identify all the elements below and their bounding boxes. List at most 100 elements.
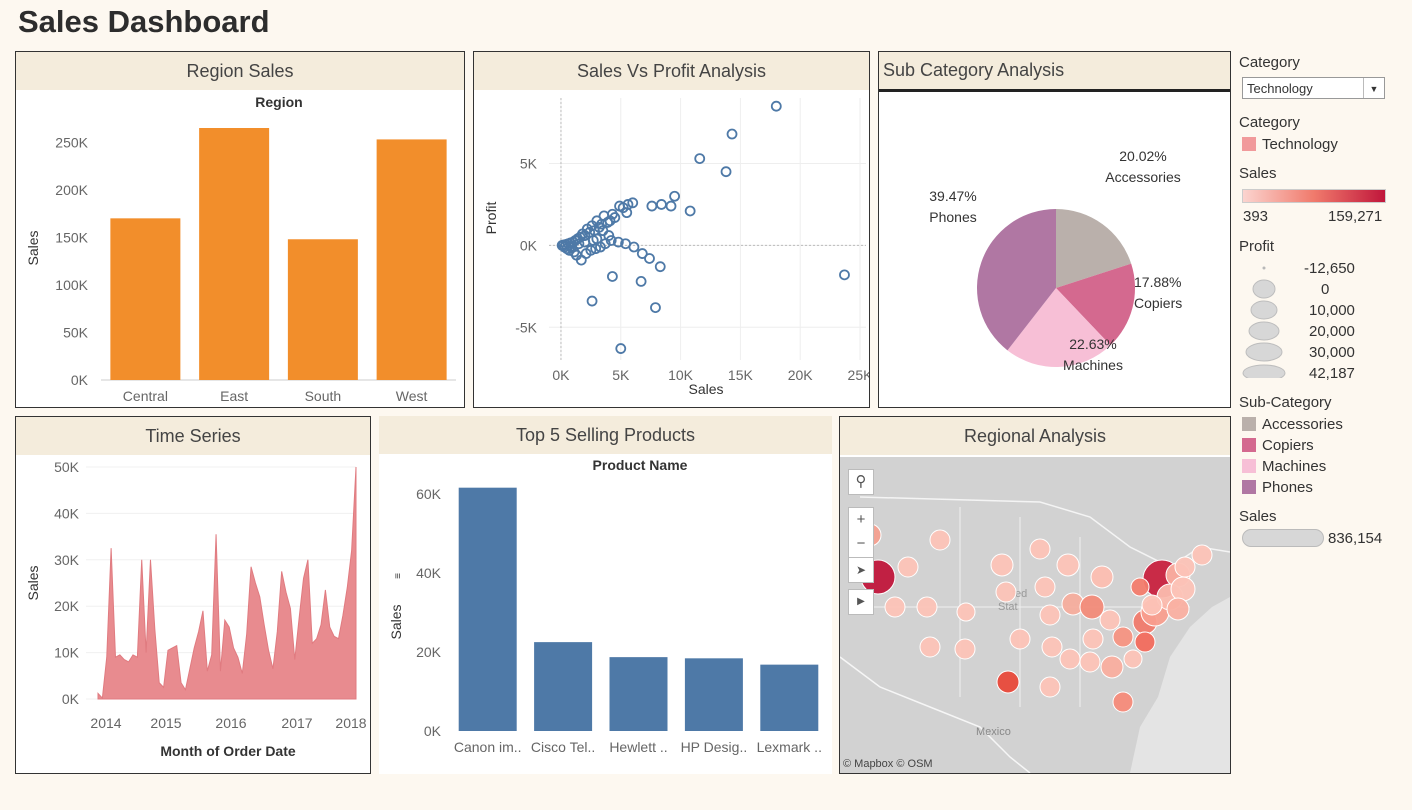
sales-vs-profit-chart[interactable]: 0K 5K 10K 15K 20K 25K -5K 0K 5K Sales Profit — [474, 90, 869, 407]
sub-category-title: Sub Category Analysis — [879, 52, 1230, 92]
accessories-swatch — [1242, 417, 1256, 431]
scatter-point — [628, 241, 640, 253]
map-zoom-out-icon[interactable]: − — [848, 532, 874, 558]
y-tick-label: 0K — [62, 691, 80, 707]
map-marker — [1170, 576, 1196, 602]
scatter-point — [669, 190, 681, 202]
map-marker — [919, 636, 941, 658]
time-series-title: Time Series — [16, 417, 370, 455]
phones-legend-text: Phones — [1262, 479, 1313, 496]
map-area[interactable]: Stat ted Mexico ⚲ + − ➤ ▶ © Mapbox © OSM — [840, 457, 1230, 773]
y-tick-label: 20K — [54, 598, 80, 614]
bar — [760, 664, 819, 731]
map-marker — [1059, 648, 1081, 670]
region-sales-chart[interactable]: Region Sales 0K 50K 100K 150K 200K 250K Central E… — [16, 90, 464, 407]
map-dots — [858, 523, 1213, 713]
x-tick-label: 25K — [848, 367, 869, 383]
map-marker — [1174, 556, 1196, 578]
dashboard-title: Sales Dashboard — [18, 4, 270, 39]
map-marker — [954, 638, 976, 660]
area-series — [97, 466, 357, 700]
map-attribution[interactable]: © Mapbox © OSM — [843, 758, 933, 770]
chevron-down-icon[interactable]: ▼ — [1363, 78, 1384, 98]
map-marker — [956, 602, 976, 622]
x-tick-label: South — [305, 388, 342, 404]
pie-slice — [1056, 209, 1132, 288]
scatter-point — [684, 205, 696, 217]
sales-color-ramp — [1242, 189, 1386, 203]
x-axis-label: Month of Order Date — [160, 743, 296, 759]
map-marker — [1082, 628, 1104, 650]
x-tick-label: 5K — [612, 367, 630, 383]
category-filter-value: Technology — [1247, 81, 1313, 96]
scatter-point — [720, 166, 732, 178]
map-marker — [1123, 649, 1143, 669]
scatter-point — [726, 128, 738, 140]
chart-title: Product Name — [593, 457, 688, 473]
map-zoom-in-icon[interactable]: + — [848, 507, 874, 533]
pie-percent-label: 22.63% — [1069, 336, 1116, 352]
category-filter-dropdown[interactable]: Technology ▼ — [1242, 77, 1385, 99]
scatter-point — [654, 261, 666, 273]
profit-legend-item: 30,000 — [1309, 344, 1355, 361]
y-axis-label: Sales — [25, 565, 41, 600]
map-marker — [1166, 597, 1190, 621]
bar — [534, 642, 593, 731]
accessories-legend-text: Accessories — [1262, 416, 1343, 433]
scatter-point — [839, 269, 850, 281]
map-marker — [1039, 676, 1061, 698]
chart-title: Region — [255, 94, 302, 110]
y-tick-label: 250K — [55, 134, 88, 150]
scatter-point — [585, 244, 597, 256]
map-pin-icon[interactable]: ➤ — [848, 557, 874, 583]
x-tick-label: Hewlett .. — [609, 739, 667, 755]
y-tick-label: 30K — [54, 552, 80, 568]
subcategory-legend-item[interactable]: Phones — [1242, 479, 1313, 496]
scatter-point — [615, 343, 627, 354]
subcategory-legend-item[interactable]: Machines — [1242, 458, 1326, 475]
pie-percent-label: 39.47% — [929, 188, 976, 204]
x-tick-label: 0K — [552, 367, 570, 383]
scatter-point — [650, 302, 661, 314]
y-tick-label: 100K — [55, 277, 88, 293]
y-tick-label: 5K — [520, 156, 538, 172]
y-tick-label: 0K — [424, 723, 442, 739]
map-marker — [929, 529, 951, 551]
category-legend-item[interactable]: Technology — [1242, 136, 1338, 153]
machines-legend-text: Machines — [1262, 458, 1327, 475]
scatter-point — [646, 200, 658, 212]
x-tick-label: 10K — [668, 367, 694, 383]
scatter-point — [597, 225, 609, 237]
subcategory-legend-item[interactable]: Copiers — [1242, 437, 1314, 454]
map-marker — [1056, 553, 1080, 577]
map-marker — [1134, 631, 1156, 653]
machines-swatch — [1242, 459, 1256, 473]
scatter-point — [621, 207, 633, 219]
sub-category-pie-chart[interactable]: 20.02% Accessories 17.88% Copiers 22.63% Mach… — [879, 92, 1230, 407]
subcategory-legend-item[interactable]: Accessories — [1242, 416, 1343, 433]
bar — [684, 658, 743, 731]
x-tick-label: 15K — [728, 367, 754, 383]
map-marker — [1079, 594, 1105, 620]
x-tick-label: Cisco Tel.. — [531, 739, 595, 755]
scatter-point — [627, 197, 639, 209]
map-search-icon[interactable]: ⚲ — [848, 469, 874, 495]
sales-color-min: 393 — [1243, 208, 1269, 225]
regional-analysis-title: Regional Analysis — [840, 417, 1230, 455]
y-tick-label: 20K — [416, 644, 442, 660]
pie-name-label: Accessories — [1105, 169, 1180, 185]
y-tick-label: 10K — [54, 645, 80, 661]
profit-size-legend — [1242, 266, 1286, 378]
category-swatch — [1242, 137, 1256, 151]
pie-percent-label: 20.02% — [1119, 148, 1166, 164]
y-axis-label: Sales — [25, 230, 41, 265]
y-axis-label: Sales — [388, 604, 404, 639]
sub-category-panel: Sub Category Analysis 20.02% Accessories 1… — [878, 51, 1231, 408]
profit-legend-item: 0 — [1321, 281, 1330, 298]
y-tick-label: 40K — [416, 565, 442, 581]
map-expand-icon[interactable]: ▶ — [848, 589, 874, 615]
top5-chart[interactable]: Product Name Sales ≡ 0K 20K 40K 60K Canon im.. C… — [379, 454, 832, 774]
bar — [287, 239, 358, 380]
time-series-chart[interactable]: 0K 10K 20K 30K 40K 50K 2014 2015 2016 2017 2018 Mon… — [16, 455, 370, 773]
scatter-point — [665, 200, 677, 212]
